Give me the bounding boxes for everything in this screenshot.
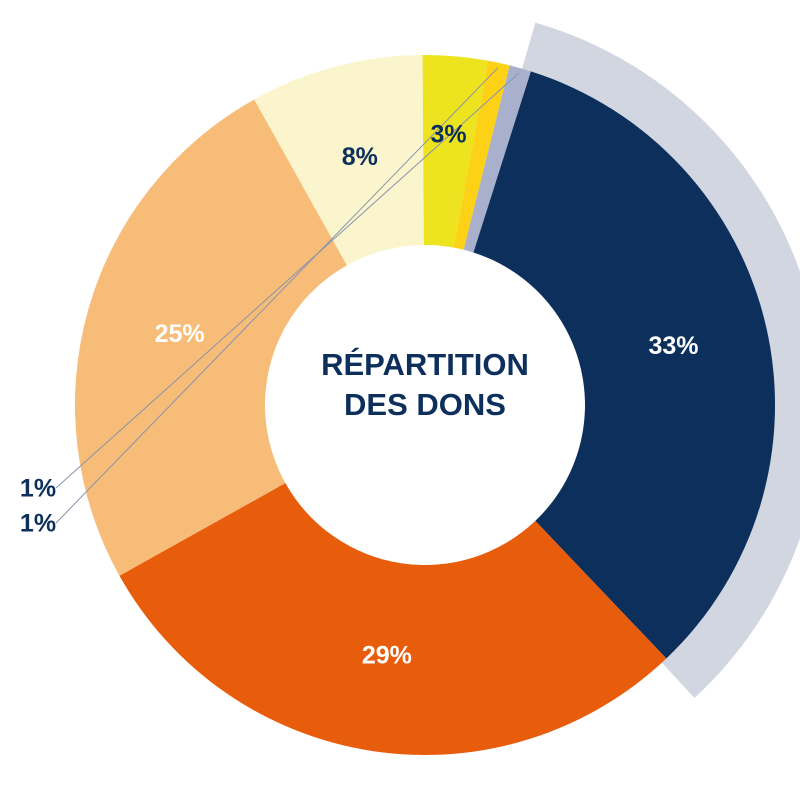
value-label: 1% bbox=[20, 475, 56, 503]
slice bbox=[254, 55, 424, 266]
slice bbox=[75, 99, 347, 576]
value-label: 29% bbox=[362, 642, 412, 670]
slice bbox=[453, 60, 510, 250]
value-label: 8% bbox=[342, 143, 378, 171]
value-label: 25% bbox=[155, 320, 205, 348]
leader-line bbox=[55, 67, 499, 524]
chart-title: RÉPARTITION DES DONS bbox=[321, 347, 529, 422]
slice bbox=[463, 65, 531, 253]
value-label: 1% bbox=[20, 510, 56, 538]
slice bbox=[422, 55, 489, 248]
slice bbox=[119, 483, 667, 756]
value-label: 3% bbox=[430, 121, 466, 149]
leader-line bbox=[55, 72, 520, 489]
value-label: 33% bbox=[648, 332, 698, 360]
slice bbox=[473, 71, 775, 659]
